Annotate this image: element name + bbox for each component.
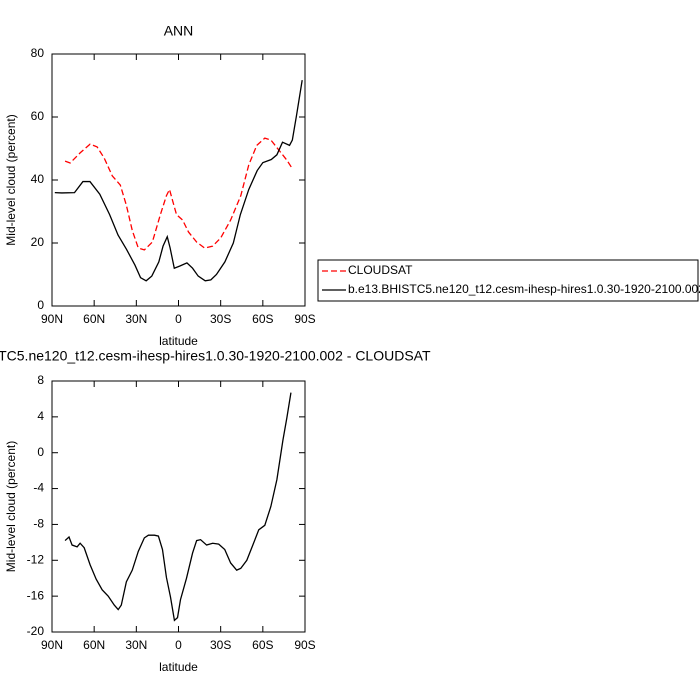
x-tick-label: 0 [175,638,182,652]
x-axis-label: latitude [159,660,198,674]
x-tick-label: 90S [294,638,315,652]
x-tick-label: 30N [125,638,147,652]
x-tick-label: 60N [83,312,105,326]
y-tick-label: 8 [37,373,44,387]
y-tick-label: -12 [27,552,45,566]
x-axis-label: latitude [159,334,198,348]
x-tick-label: 0 [175,312,182,326]
y-tick-label: 0 [37,298,44,312]
y-tick-label: 80 [31,46,45,60]
y-tick-label: -8 [33,517,44,531]
data-line [64,392,292,622]
data-line [64,137,293,251]
y-tick-label: -16 [27,588,45,602]
data-line [54,80,303,282]
y-axis-label: Mid-level cloud (percent) [4,441,18,572]
x-tick-label: 90N [41,638,63,652]
y-tick-label: 20 [31,235,45,249]
x-tick-label: 30S [210,638,231,652]
x-tick-label: 90N [41,312,63,326]
y-tick-label: 0 [37,445,44,459]
x-tick-label: 30N [125,312,147,326]
y-tick-label: -4 [33,481,44,495]
legend-frame [317,259,699,302]
plot-frame [51,53,306,307]
plot-frame [51,380,306,633]
x-tick-label: 60S [252,638,273,652]
legend-label: b.e13.BHISTC5.ne120_t12.cesm-ihesp-hires… [348,282,700,296]
x-tick-label: 60S [252,312,273,326]
y-tick-label: 4 [37,409,44,423]
y-tick-label: 60 [31,109,45,123]
chart-title: b.e13.BHISTC5.ne120_t12.cesm-ihesp-hires… [0,348,431,364]
y-tick-label: 40 [31,172,45,186]
legend-label: CLOUDSAT [348,263,413,277]
x-tick-label: 90S [294,312,315,326]
x-tick-label: 30S [210,312,231,326]
y-axis-label: Mid-level cloud (percent) [4,114,18,245]
y-tick-label: -20 [27,624,45,638]
chart-title: ANN [164,23,194,39]
x-tick-label: 60N [83,638,105,652]
legend: CLOUDSAT b.e13.BHISTC5.ne120_t12.cesm-ihe… [317,259,700,302]
